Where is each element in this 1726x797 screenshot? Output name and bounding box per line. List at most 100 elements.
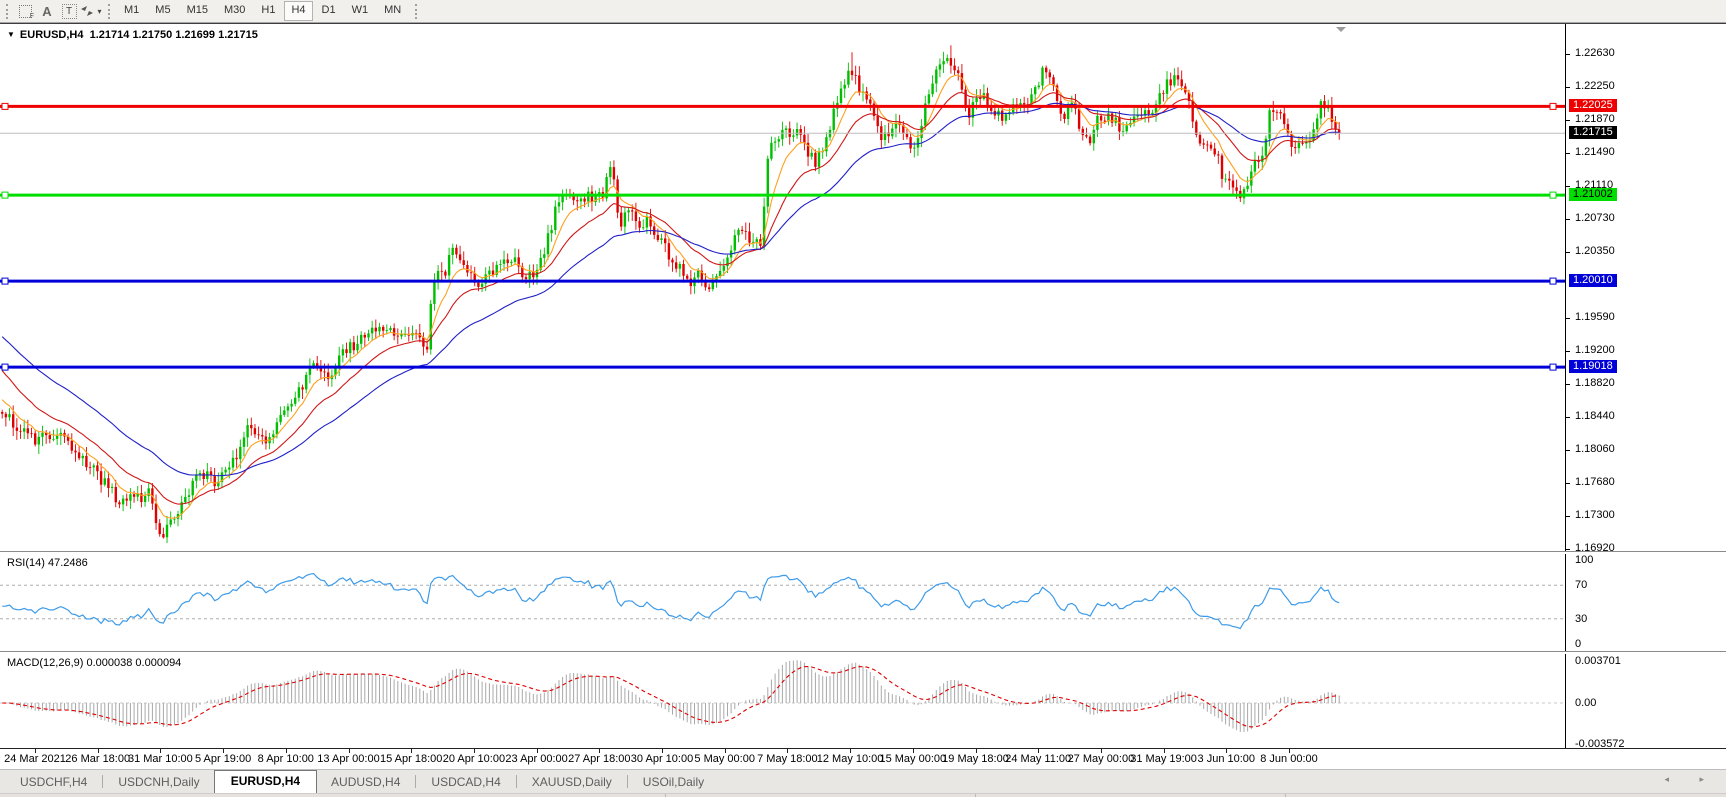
rsi-axis: 100 70 30 0 — [1565, 554, 1726, 651]
window-divider — [0, 23, 1726, 24]
time-label: 23 Apr 00:00 — [505, 753, 568, 765]
axis-label: 1.18820 — [1575, 377, 1615, 390]
price-badge: 1.21002 — [1569, 188, 1617, 202]
time-tick — [223, 749, 225, 753]
time-tick — [787, 749, 789, 753]
toolbar-grip[interactable] — [108, 3, 110, 19]
macd-values: 0.000038 0.000094 — [86, 657, 182, 669]
text-label-icon[interactable]: T — [58, 2, 80, 20]
axis-label: 1.21870 — [1575, 112, 1615, 125]
tab-usoil[interactable]: USOil,Daily — [642, 775, 705, 789]
timeframe-h4[interactable]: H4 — [284, 1, 313, 21]
tab-scroll-arrows[interactable]: ◂ ▸ — [1664, 774, 1718, 784]
axis-label: 0 — [1575, 638, 1582, 650]
time-label: 30 Apr 10:00 — [630, 753, 694, 765]
tab-audusd[interactable]: AUDUSD,H4 — [331, 775, 401, 789]
tab-usdcnh[interactable]: USDCNH,Daily — [118, 775, 200, 789]
rsi-line — [2, 572, 1340, 630]
axis-label: -0.003572 — [1575, 737, 1625, 750]
time-tick — [1100, 749, 1102, 753]
cursor-mode-icon[interactable]: ▾ — [80, 2, 102, 20]
time-label: 19 May 18:00 — [942, 753, 1009, 765]
time-tick — [536, 749, 538, 753]
tab-xauusd[interactable]: XAUUSD,Daily — [531, 775, 612, 789]
axis-label: 1.19200 — [1575, 344, 1615, 357]
time-tick — [599, 749, 601, 753]
timeframe-mn[interactable]: MN — [384, 4, 402, 16]
time-tick — [35, 749, 36, 753]
macd-panel[interactable] — [0, 654, 1565, 748]
rsi-label: RSI(14) 47.2486 — [7, 557, 88, 569]
axis-label: 1.17680 — [1575, 476, 1615, 489]
grid-f-icon[interactable]: F — [14, 2, 36, 20]
toolbar-grip[interactable] — [415, 3, 418, 19]
time-tick — [912, 749, 914, 753]
tab-divider — [626, 775, 628, 788]
toolbar-grip[interactable] — [6, 3, 8, 19]
timeframe-w1[interactable]: W1 — [351, 4, 369, 16]
time-label: 20 Apr 10:00 — [442, 753, 506, 765]
time-tick — [1163, 749, 1165, 753]
tab-usdcad[interactable]: USDCAD,H4 — [431, 775, 501, 789]
price-axis[interactable]: 1.22630 1.22250 1.21870 1.21490 1.21110 1.207… — [1565, 24, 1726, 554]
time-label: 12 May 10:00 — [816, 753, 884, 765]
time-tick — [160, 749, 162, 753]
chart-title: ▼ EURUSD,H4 1.21714 1.21750 1.21699 1.217… — [7, 29, 258, 41]
tab-divider — [515, 775, 517, 788]
time-label: 5 Apr 19:00 — [194, 753, 252, 765]
axis-tick — [1566, 119, 1570, 121]
time-label: 3 Jun 10:00 — [1197, 753, 1256, 765]
timeframe-m5[interactable]: M5 — [155, 4, 171, 16]
tab-divider — [415, 775, 417, 788]
axis-tick — [1566, 516, 1570, 518]
shift-marker-icon — [1336, 27, 1346, 32]
axis-label: 0.003701 — [1575, 654, 1621, 667]
symbol-dropdown-icon[interactable]: ▼ — [7, 30, 15, 39]
grid-glyph — [18, 4, 32, 18]
price-badge: 1.19018 — [1569, 360, 1617, 374]
time-label: 24 Mar 2021 — [4, 753, 66, 765]
text-label-glyph: T — [61, 3, 77, 19]
time-label: 13 Apr 00:00 — [317, 753, 380, 765]
axis-tick — [1566, 351, 1570, 353]
price-badge: 1.20010 — [1569, 274, 1617, 288]
font-icon[interactable]: A — [42, 3, 52, 19]
time-label: 26 Mar 18:00 — [65, 753, 131, 765]
time-tick — [1226, 749, 1228, 753]
axis-tick — [1566, 384, 1570, 386]
time-label: 5 May 00:00 — [694, 753, 755, 765]
swap-arrows-glyph — [81, 6, 94, 16]
time-label: 27 May 00:00 — [1067, 753, 1135, 765]
grid-f-letter: F — [29, 13, 34, 20]
axis-label: 1.18060 — [1575, 443, 1615, 456]
chevron-down-icon[interactable]: ▾ — [97, 6, 102, 16]
toolbar: F A T ▾ M1 M5 M15 M30 H1 H4 D1 W1 MN — [0, 0, 1726, 23]
timeframe-m1[interactable]: M1 — [124, 4, 140, 16]
axis-tick — [1566, 417, 1570, 419]
price-badge: 1.21715 — [1569, 126, 1617, 140]
time-tick — [348, 749, 350, 753]
axis-tick — [1566, 218, 1570, 220]
timeframe-h1[interactable]: H1 — [261, 4, 276, 16]
symbol-period: EURUSD,H4 — [19, 29, 84, 41]
time-axis[interactable]: 24 Mar 2021 26 Mar 18:00 31 Mar 10:00 5 Apr… — [0, 748, 1726, 770]
ma-fast — [1, 74, 1340, 519]
main-chart[interactable] — [0, 24, 1565, 551]
time-label: 27 Apr 18:00 — [568, 753, 631, 765]
timeframe-d1[interactable]: D1 — [321, 4, 336, 16]
axis-label: 100 — [1575, 554, 1594, 566]
ma-mid — [1, 92, 1340, 505]
macd-signal-line — [2, 666, 1340, 728]
axis-label: 1.19590 — [1575, 310, 1615, 323]
axis-label: 1.17300 — [1575, 509, 1615, 522]
tab-divider — [102, 775, 104, 788]
tab-usdchf[interactable]: USDCHF,H4 — [20, 775, 88, 789]
rsi-panel[interactable] — [0, 554, 1565, 651]
time-tick — [473, 749, 475, 753]
time-tick — [1038, 749, 1040, 753]
timeframe-m30[interactable]: M30 — [223, 4, 246, 16]
axis-tick — [1566, 54, 1570, 55]
timeframe-m15[interactable]: M15 — [186, 4, 208, 16]
axis-label: 1.21110 — [1575, 178, 1614, 191]
tab-eurusd[interactable]: EURUSD,H4 — [213, 770, 318, 793]
